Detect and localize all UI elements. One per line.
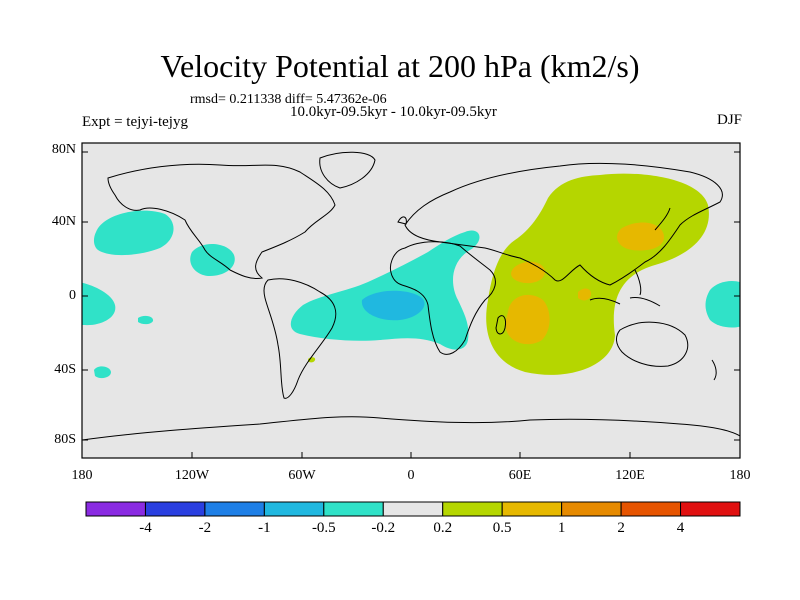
stats-subtitle: rmsd= 0.211338 diff= 5.47362e-06 <box>190 92 387 107</box>
negative-min-atlantic <box>361 290 425 321</box>
lat-label-40s: 40S <box>54 362 76 377</box>
negative-anomaly-sw-pacific <box>94 366 111 379</box>
positive-small-south-atlantic <box>308 357 316 363</box>
season-label: DJF <box>716 112 742 128</box>
colorbar-swatch <box>263 501 325 517</box>
negative-anomaly-north-pacific <box>93 210 174 256</box>
lat-label-0: 0 <box>69 288 76 303</box>
lon-label-120e: 120E <box>615 468 645 483</box>
lat-label-80s: 80S <box>54 432 76 447</box>
negative-anomaly-dateline-west <box>82 282 116 326</box>
colorbar-label: -0.5 <box>311 520 336 536</box>
colorbar-label: 0.5 <box>492 520 512 536</box>
chart-title: Velocity Potential at 200 hPa (km2/s) <box>160 48 640 84</box>
colorbar-swatch <box>620 501 682 517</box>
positive-max-sw-indian <box>505 294 550 345</box>
lon-label-60w: 60W <box>288 468 316 483</box>
colorbar-label: -1 <box>258 520 271 536</box>
positive-max-small <box>578 288 592 301</box>
colorbar-label: 4 <box>676 520 685 536</box>
colorbar-label: 2 <box>617 520 625 536</box>
colorbar-label: -4 <box>139 520 152 536</box>
coastlines <box>82 151 740 441</box>
lon-label-0: 0 <box>407 468 415 483</box>
axis-ticks <box>81 151 741 458</box>
negative-anomaly-east-pacific <box>190 244 235 276</box>
colorbar-label: -0.2 <box>371 520 396 536</box>
periods-subtitle: 10.0kyr-09.5kyr - 10.0kyr-09.5kyr <box>290 104 497 120</box>
colorbar-swatch <box>501 501 563 517</box>
colorbar-swatch <box>85 501 146 517</box>
colorbar-label: 0.2 <box>433 520 453 536</box>
lat-label-40n: 40N <box>51 214 76 229</box>
colorbar-swatch <box>204 501 265 517</box>
lat-label-80n: 80N <box>51 142 76 157</box>
lon-label-180w: 180 <box>71 468 93 483</box>
experiment-label: Expt = tejyi-tejyg <box>82 114 188 130</box>
colorbar-swatch <box>680 501 741 517</box>
lon-label-120w: 120W <box>174 468 210 483</box>
positive-max-east-asia <box>617 222 665 251</box>
lon-label-180e: 180 <box>729 468 751 483</box>
negative-anomaly-dateline-east <box>705 281 740 328</box>
colorbar-label: 1 <box>557 520 566 536</box>
colorbar-swatch <box>442 501 503 517</box>
negative-anomaly-atlantic <box>290 230 480 350</box>
colorbar-swatch <box>382 501 444 517</box>
lon-label-60e: 60E <box>508 468 532 483</box>
colorbar-swatch <box>561 501 622 517</box>
positive-max-arabian-sea <box>511 261 545 284</box>
colorbar <box>85 501 741 517</box>
colorbar-swatch <box>323 501 384 517</box>
negative-anomaly-small-pacific <box>138 315 154 325</box>
colorbar-label: -2 <box>198 520 212 536</box>
colorbar-swatch <box>144 501 206 517</box>
